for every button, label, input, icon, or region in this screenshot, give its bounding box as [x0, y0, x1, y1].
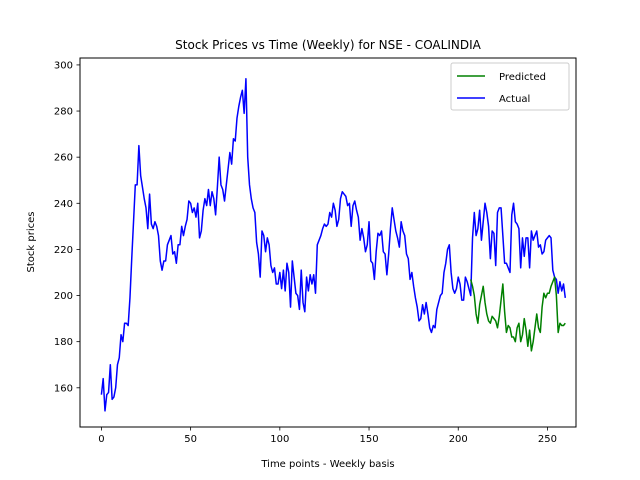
x-tick-label: 50 [184, 434, 197, 445]
x-tick-label: 150 [359, 434, 378, 445]
y-tick-label: 300 [54, 60, 73, 71]
x-tick-label: 0 [98, 434, 104, 445]
plot-area-frame [79, 57, 577, 428]
y-axis: 160 180 200 220 240 260 280 300 [54, 60, 80, 394]
x-tick-label: 200 [449, 434, 468, 445]
x-axis-title: Time points - Weekly basis [260, 459, 394, 470]
x-tick-label: 100 [270, 434, 289, 445]
x-axis: 0 50 100 150 200 250 [98, 427, 557, 445]
series-line-predicted [470, 276, 566, 352]
y-tick-label: 220 [54, 245, 73, 256]
x-tick-label: 250 [538, 434, 557, 445]
y-tick-label: 200 [54, 291, 73, 302]
legend-label-actual: Actual [499, 94, 530, 105]
legend-label-predicted: Predicted [499, 72, 546, 83]
series-line-actual [100, 78, 567, 412]
chart-title: Stock Prices vs Time (Weekly) for NSE - … [175, 38, 481, 52]
y-tick-label: 160 [54, 383, 73, 394]
y-tick-label: 280 [54, 107, 73, 118]
plot-lines [100, 78, 567, 412]
legend: Predicted Actual [450, 62, 570, 111]
y-tick-label: 260 [54, 153, 73, 164]
y-axis-title: Stock prices [26, 212, 37, 273]
y-tick-label: 240 [54, 199, 73, 210]
y-tick-label: 180 [54, 337, 73, 348]
